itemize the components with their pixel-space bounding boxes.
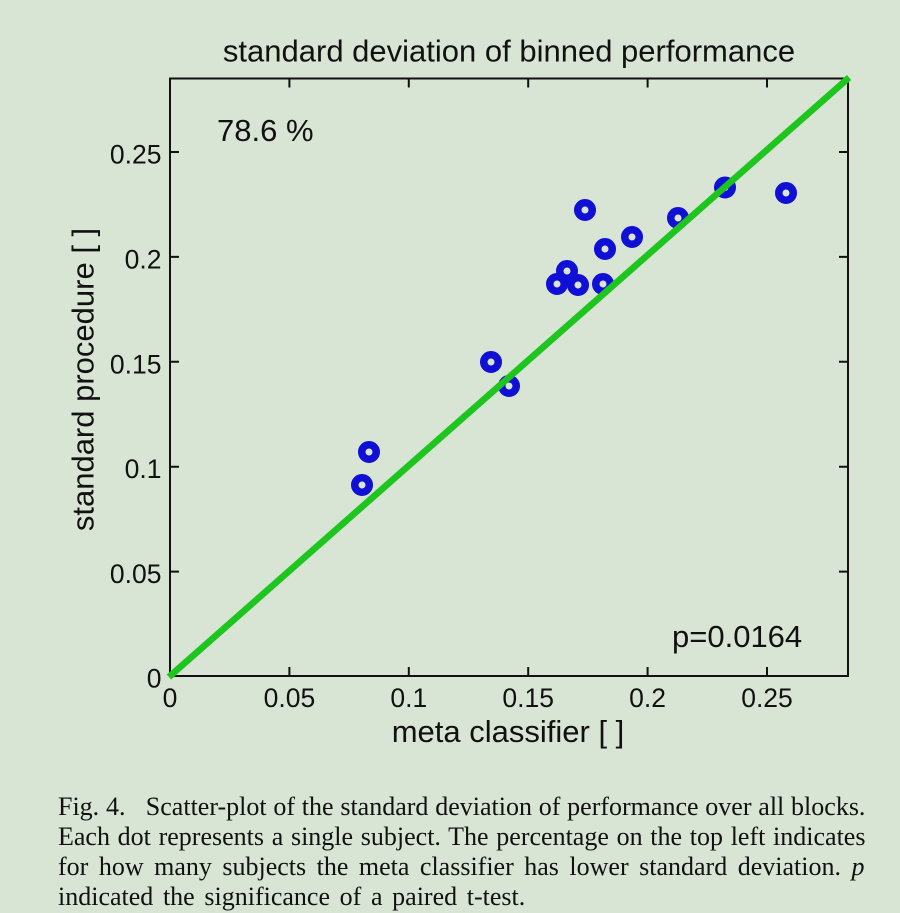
svg-text:0.1: 0.1 [390,683,427,713]
svg-text:for how many subjects the meta: for how many subjects the meta classifie… [58,852,864,881]
svg-text:standard procedure [ ]: standard procedure [ ] [66,228,101,531]
svg-text:0.05: 0.05 [264,683,316,713]
svg-text:meta classifier [ ]: meta classifier [ ] [392,714,625,749]
svg-text:Fig. 4. Scatter-plot of the: Fig. 4. Scatter-plot of the standard dev… [58,792,865,821]
svg-text:0.1: 0.1 [125,454,162,484]
svg-text:0.05: 0.05 [110,559,162,589]
svg-text:78.6 %: 78.6 % [217,113,314,148]
svg-text:0.2: 0.2 [629,683,666,713]
svg-text:standard deviation of binned p: standard deviation of binned performance [223,34,795,69]
svg-text:0.15: 0.15 [502,683,554,713]
svg-text:0.2: 0.2 [125,244,162,274]
svg-text:Each dot represents a single s: Each dot represents a single subject. Th… [58,822,865,851]
svg-text:0: 0 [147,664,162,694]
svg-text:0.25: 0.25 [741,683,793,713]
svg-text:p=0.0164: p=0.0164 [672,619,802,654]
svg-text:0.15: 0.15 [110,349,162,379]
svg-text:indicated the significance of: indicated the significance of a paired t… [58,882,525,911]
svg-text:0: 0 [163,683,178,713]
svg-text:0.25: 0.25 [110,140,162,170]
